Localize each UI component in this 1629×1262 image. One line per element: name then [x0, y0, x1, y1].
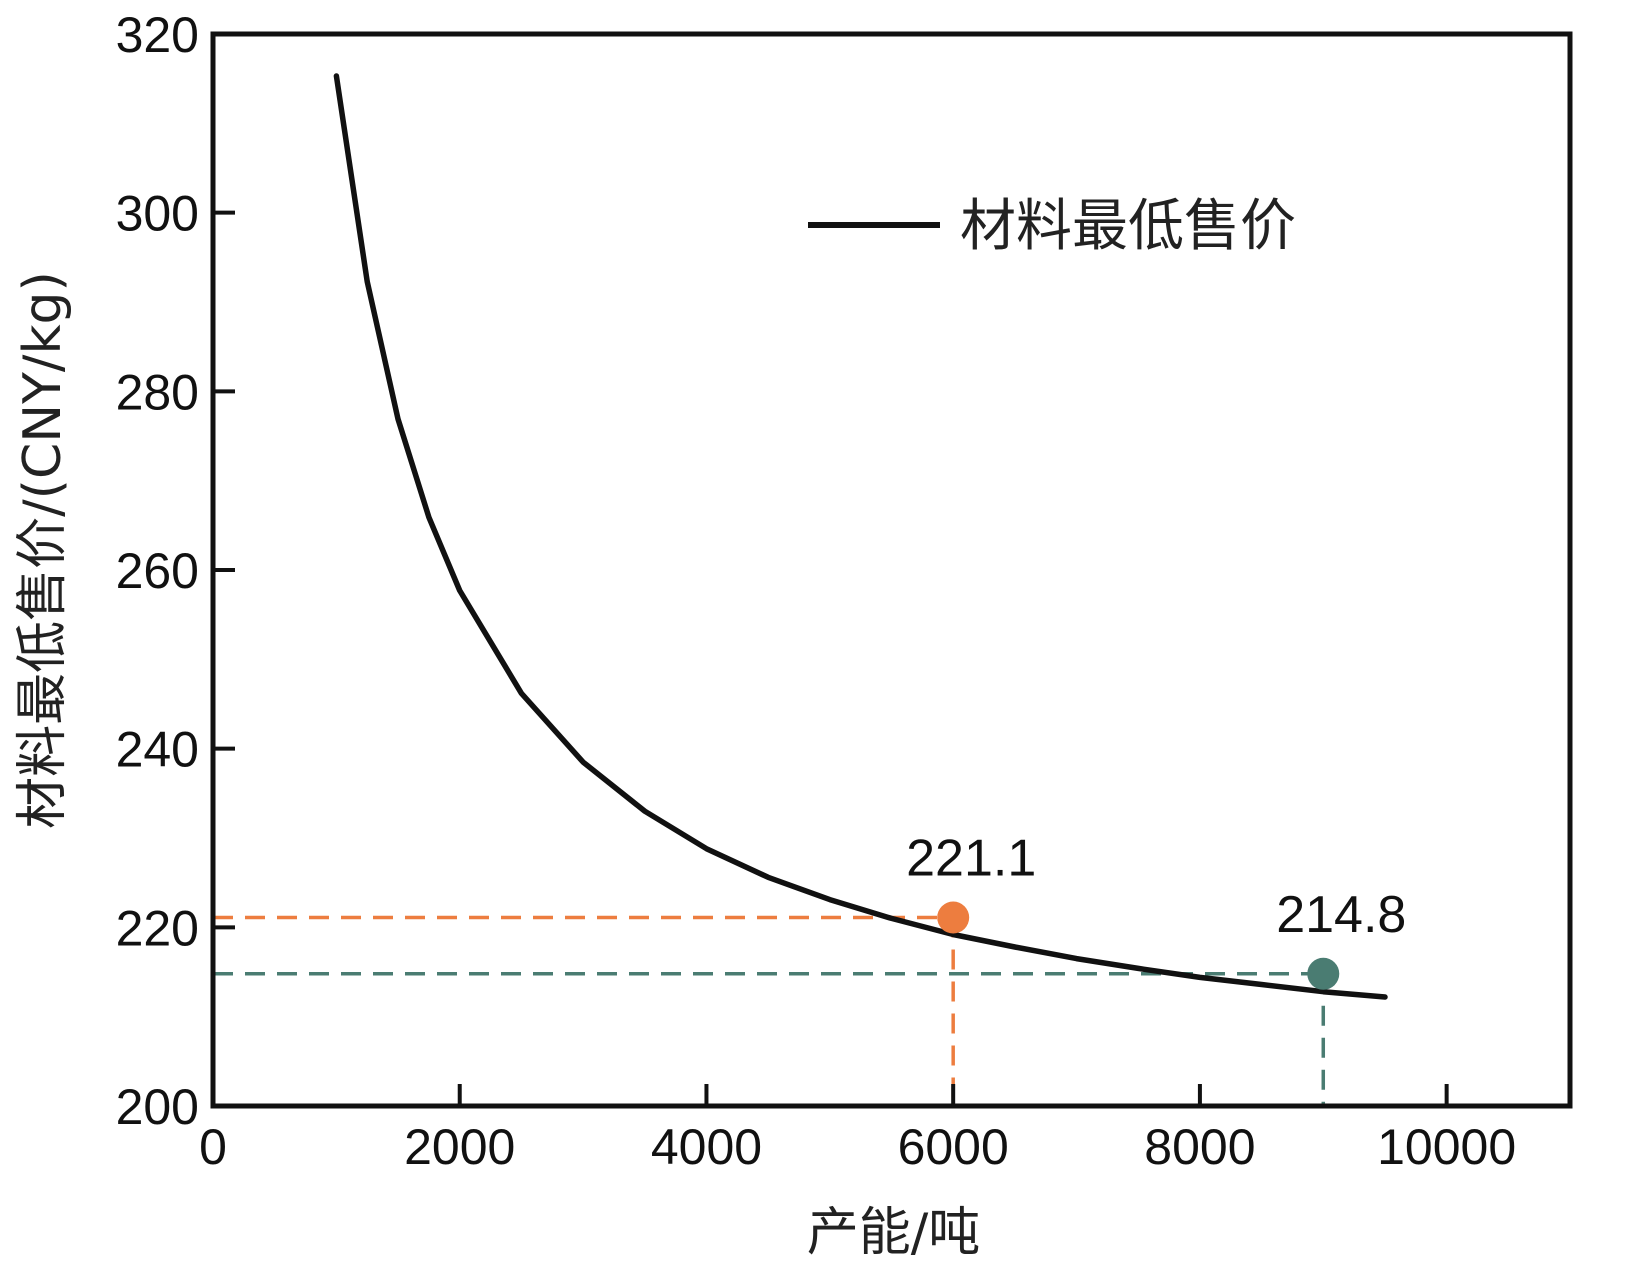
- y-tick-label-320: 320: [116, 7, 199, 63]
- y-axis-ticks: 200 220 240 260 280 300 320: [116, 7, 235, 1135]
- highlight-label-214.8: 214.8: [1276, 886, 1406, 944]
- x-tick-label-6000: 6000: [898, 1119, 1009, 1175]
- x-tick-label-0: 0: [199, 1119, 227, 1175]
- y-tick-label-200: 200: [116, 1079, 199, 1135]
- x-tick-label-4000: 4000: [651, 1119, 762, 1175]
- highlight-point-221.1: [937, 901, 970, 934]
- x-tick-label-2000: 2000: [404, 1119, 515, 1175]
- series-layer: [333, 73, 1388, 1000]
- x-tick-label-8000: 8000: [1144, 1119, 1255, 1175]
- plot-frame: [210, 31, 1573, 1109]
- y-tick-label-260: 260: [116, 543, 199, 599]
- highlight-points: 221.1 214.8: [906, 830, 1406, 990]
- series-line-0: [333, 73, 1388, 1000]
- y-tick-label-300: 300: [116, 186, 199, 242]
- x-tick-label-10000: 10000: [1377, 1119, 1516, 1175]
- legend-label-0: 材料最低售价: [960, 194, 1296, 259]
- highlight-point-214.8: [1307, 957, 1340, 990]
- guide-lines: [213, 915, 1326, 1106]
- highlight-label-221.1: 221.1: [906, 830, 1036, 888]
- y-tick-label-280: 280: [116, 364, 199, 420]
- y-tick-label-240: 240: [116, 722, 199, 778]
- x-axis-label: 产能/吨: [807, 1203, 981, 1262]
- x-axis-ticks: 0 2000 4000 6000 8000 10000: [199, 1084, 1516, 1175]
- y-tick-label-220: 220: [116, 900, 199, 956]
- y-axis-label: 材料最低售价/(CNY/kg): [13, 271, 73, 829]
- legend: 材料最低售价: [808, 194, 1296, 259]
